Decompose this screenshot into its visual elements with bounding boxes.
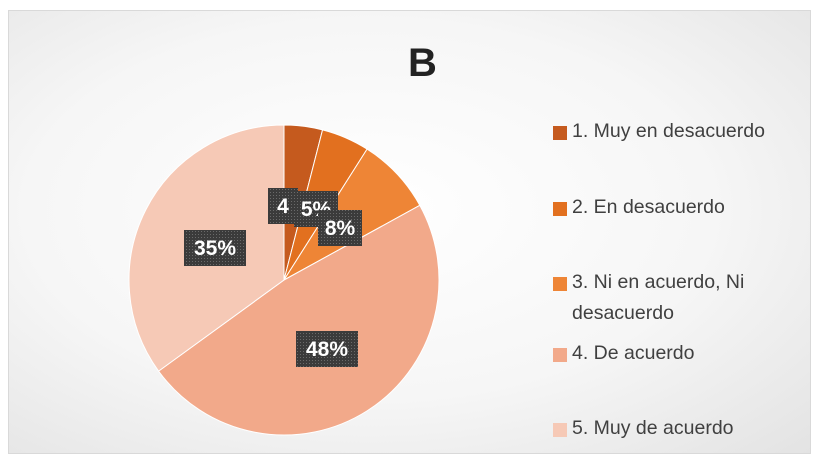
chart-title: B (408, 41, 437, 85)
legend-label: 3. Ni en acuerdo, Ni desacuerdo (572, 271, 745, 324)
data-label-5: 35% (184, 230, 246, 266)
legend-label: 5. Muy de acuerdo (572, 417, 734, 439)
data-label-text: 48% (306, 338, 348, 361)
legend-label: 1. Muy en desacuerdo (572, 120, 765, 142)
data-label-1: 4 (268, 188, 298, 224)
data-label-box (318, 210, 362, 246)
data-label-text: 35% (194, 237, 236, 260)
data-label-box (296, 331, 358, 367)
pie-slice-4 (157, 204, 440, 436)
legend-item-1: 1. Muy en desacuerdo (553, 116, 765, 147)
data-label-3: 8% (318, 210, 362, 246)
data-label-box (268, 188, 298, 224)
legend-swatch (553, 126, 567, 140)
data-label-box (184, 230, 246, 266)
legend-label: 2. En desacuerdo (572, 196, 725, 218)
legend-swatch (553, 348, 567, 362)
legend-swatch (553, 277, 567, 291)
legend-swatch (553, 202, 567, 216)
data-label-4: 48% (296, 331, 358, 367)
legend-label: 4. De acuerdo (572, 342, 695, 364)
legend-item-3: 3. Ni en acuerdo, Ni desacuerdo (553, 267, 802, 329)
data-label-text: 4 (277, 195, 289, 218)
legend-item-5: 5. Muy de acuerdo (553, 413, 734, 444)
legend-swatch (553, 423, 567, 437)
legend-item-4: 4. De acuerdo (553, 338, 695, 369)
legend-item-2: 2. En desacuerdo (553, 192, 725, 223)
data-label-text: 8% (325, 217, 356, 240)
